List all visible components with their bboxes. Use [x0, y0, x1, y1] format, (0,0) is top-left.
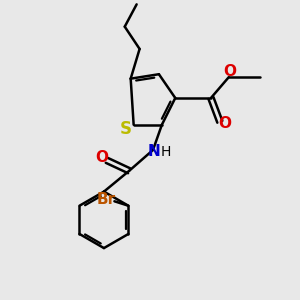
- Text: O: O: [219, 116, 232, 131]
- Text: O: O: [95, 150, 108, 165]
- Text: O: O: [224, 64, 237, 79]
- Text: H: H: [160, 146, 171, 159]
- Text: Br: Br: [97, 192, 116, 207]
- Text: S: S: [119, 120, 131, 138]
- Text: N: N: [148, 144, 161, 159]
